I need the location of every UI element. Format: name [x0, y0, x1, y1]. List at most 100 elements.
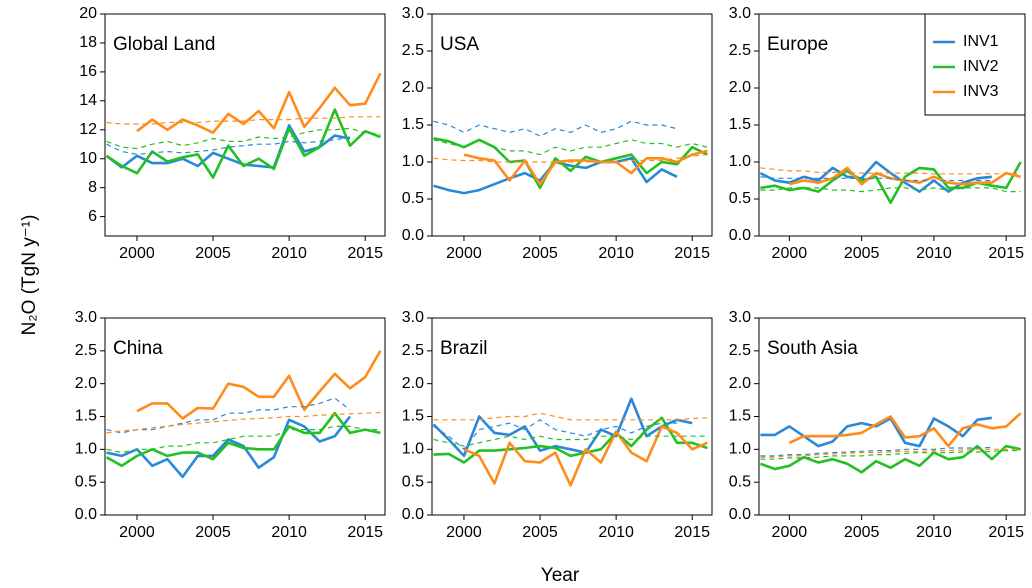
y-tick-label: 0.0 [75, 506, 97, 523]
panel-title: USA [440, 34, 479, 55]
y-tick-label: 2.5 [729, 42, 751, 59]
panel-title: Brazil [440, 338, 488, 359]
y-tick-label: 0.0 [729, 227, 751, 244]
y-tick-label: 0.5 [729, 190, 751, 207]
y-tick-label: 1.0 [729, 441, 751, 458]
x-tick-label: 2000 [772, 524, 808, 541]
x-tick-label: 2015 [347, 245, 383, 262]
y-tick-label: 1.0 [729, 153, 751, 170]
panel-title: Global Land [113, 34, 215, 55]
prior-line [106, 412, 381, 434]
y-tick-label: 1.5 [729, 116, 751, 133]
prior-line [760, 167, 1021, 175]
y-tick-label: 1.5 [402, 116, 424, 133]
panel-title: Europe [767, 34, 828, 55]
x-tick-label: 2015 [988, 245, 1024, 262]
y-tick-label: 2.0 [402, 375, 424, 392]
x-tick-label: 2010 [271, 245, 307, 262]
x-tick-label: 2015 [988, 524, 1024, 541]
y-tick-label: 2.0 [729, 375, 751, 392]
y-tick-label: 2.5 [75, 342, 97, 359]
legend-label: INV1 [963, 33, 999, 50]
y-tick-label: 1.0 [402, 441, 424, 458]
y-tick-label: 16 [79, 63, 97, 80]
y-tick-label: 1.5 [402, 408, 424, 425]
series-line [105, 411, 381, 468]
y-tick-label: 1.0 [75, 441, 97, 458]
y-tick-label: 3.0 [729, 5, 751, 22]
y-tick-label: 3.0 [402, 5, 424, 22]
series-line [759, 444, 1021, 474]
x-tick-label: 2005 [844, 524, 880, 541]
prior-line [433, 120, 678, 137]
series-line [463, 425, 708, 487]
y-tick-label: 2.5 [402, 342, 424, 359]
x-axis-label: Year [541, 565, 580, 586]
series-line [463, 149, 708, 186]
y-tick-label: 3.0 [729, 309, 751, 326]
x-tick-label: 2000 [446, 245, 482, 262]
panel-frame [104, 13, 386, 237]
y-tick-label: 18 [79, 34, 97, 51]
y-tick-label: 3.0 [75, 309, 97, 326]
y-tick-label: 8 [88, 179, 97, 196]
x-tick-label: 2010 [598, 245, 634, 262]
series-line [105, 108, 381, 179]
y-tick-label: 3.0 [402, 309, 424, 326]
x-tick-label: 2005 [844, 245, 880, 262]
y-tick-label: 6 [88, 208, 97, 225]
x-tick-label: 2010 [598, 524, 634, 541]
series-line [136, 350, 382, 420]
x-tick-label: 2010 [916, 245, 952, 262]
x-tick-label: 2000 [119, 524, 155, 541]
y-axis-label: N₂O (TgN y⁻¹) [19, 215, 40, 336]
x-tick-label: 2005 [195, 524, 231, 541]
y-tick-label: 12 [79, 121, 97, 138]
panel-frame [431, 13, 713, 237]
prior-line [760, 187, 1021, 193]
prior-line [433, 419, 677, 450]
y-tick-label: 2.0 [75, 375, 97, 392]
prior-line [433, 139, 708, 156]
legend-label: INV2 [963, 58, 999, 75]
y-tick-label: 20 [79, 5, 97, 22]
panel-frame [104, 317, 386, 516]
legend-box [924, 13, 1026, 116]
y-tick-label: 0.5 [75, 473, 97, 490]
x-tick-label: 2005 [195, 245, 231, 262]
x-tick-label: 2015 [347, 524, 383, 541]
prior-line [106, 127, 381, 150]
prior-line [760, 446, 992, 457]
x-tick-label: 2005 [522, 245, 558, 262]
series-line [432, 397, 693, 458]
series-line [106, 415, 352, 479]
y-tick-label: 1.5 [75, 408, 97, 425]
y-tick-label: 2.5 [402, 42, 424, 59]
panel-title: South Asia [767, 338, 858, 359]
prior-line [760, 450, 1021, 460]
series-line [136, 72, 382, 134]
y-tick-label: 0.5 [729, 473, 751, 490]
y-tick-label: 1.5 [729, 408, 751, 425]
y-tick-label: 0.5 [402, 473, 424, 490]
legend-label: INV3 [963, 83, 999, 100]
x-tick-label: 2005 [522, 524, 558, 541]
prior-line [433, 412, 708, 421]
y-tick-label: 2.0 [729, 79, 751, 96]
y-tick-label: 10 [79, 150, 97, 167]
x-tick-label: 2010 [271, 524, 307, 541]
prior-line [433, 435, 708, 447]
y-tick-label: 0.0 [729, 506, 751, 523]
panel-frame [758, 317, 1026, 516]
x-tick-label: 2000 [446, 524, 482, 541]
panel-title: China [113, 338, 163, 359]
panel-frame [431, 317, 713, 516]
x-tick-label: 2000 [119, 245, 155, 262]
prior-line [106, 116, 381, 125]
x-tick-label: 2015 [674, 245, 710, 262]
y-tick-label: 14 [79, 92, 97, 109]
series-line [788, 412, 1022, 448]
series-line [433, 416, 708, 464]
prior-line [433, 154, 708, 163]
